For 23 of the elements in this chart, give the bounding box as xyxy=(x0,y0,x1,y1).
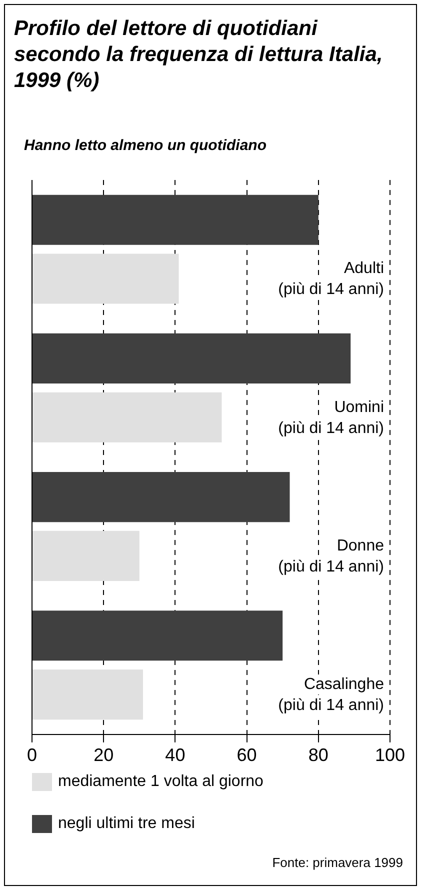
y-tick-label: Casalinghe (più di 14 anni) xyxy=(278,676,384,714)
bar xyxy=(32,670,143,720)
x-tick-label: 20 xyxy=(94,745,114,766)
legend-label: mediamente 1 volta al giorno xyxy=(58,773,264,791)
x-tick-label: 80 xyxy=(308,745,328,766)
bar xyxy=(32,392,222,442)
chart-subtitle: Hanno letto almeno un quotidiano xyxy=(24,137,266,154)
x-tick-label: 0 xyxy=(26,745,38,766)
x-tick-label: 60 xyxy=(236,745,257,766)
bar xyxy=(32,333,351,384)
y-tick-label: Uomini (più di 14 anni) xyxy=(278,398,384,437)
bar xyxy=(32,194,318,245)
bar xyxy=(32,530,140,581)
x-tick-label: 100 xyxy=(374,745,406,766)
source-note: Fonte: primavera 1999 xyxy=(272,855,403,870)
bar xyxy=(32,610,283,661)
y-tick-label: Adulti (più di 14 anni) xyxy=(278,260,384,298)
bar xyxy=(32,254,179,304)
bar xyxy=(32,472,290,522)
chart-title: Profilo del lettore di quotidiani secondo la frequenza di lettura Italia, 1999 (%) xyxy=(14,16,384,94)
x-tick-label: 40 xyxy=(165,745,186,766)
legend-label: negli ultimi tre mesi xyxy=(58,815,195,833)
y-tick-label: Donne (più di 14 anni) xyxy=(278,537,384,576)
